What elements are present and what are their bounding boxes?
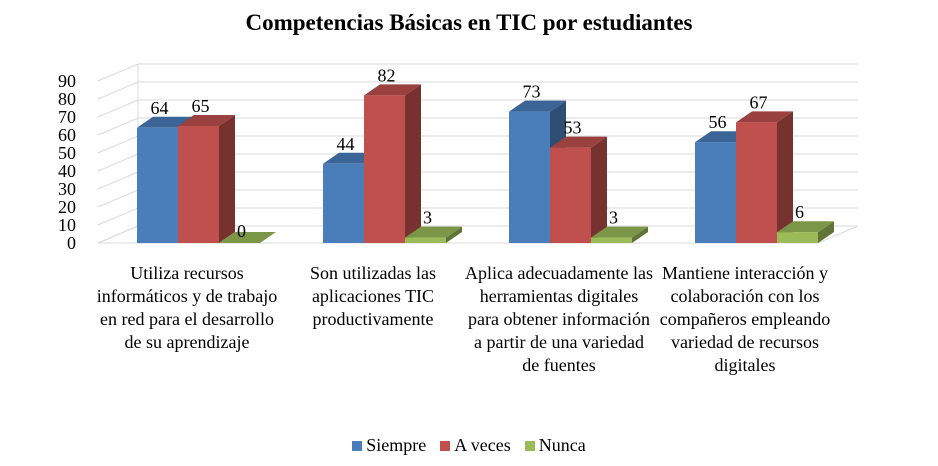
bar (178, 126, 219, 243)
bar-side (591, 136, 607, 243)
bar (550, 147, 591, 243)
legend-item-siempre: Siempre (352, 435, 426, 456)
gridline-side (97, 63, 139, 82)
bar-top (219, 232, 276, 243)
data-label: 44 (337, 134, 355, 154)
gridline-side (97, 207, 139, 226)
bar (777, 232, 818, 243)
data-label: 64 (151, 98, 169, 118)
data-label: 82 (378, 65, 396, 85)
gridline-side (97, 171, 139, 190)
data-label: 53 (564, 118, 582, 138)
bar-side (777, 111, 793, 244)
y-tick-label: 30 (58, 179, 76, 199)
data-label: 73 (523, 82, 541, 102)
y-tick-label: 10 (58, 215, 76, 235)
bar-top (550, 136, 607, 148)
legend-swatch-a-veces (440, 440, 451, 451)
chart-title: Competencias Básicas en TIC por estudian… (245, 10, 693, 35)
data-label: 3 (609, 208, 618, 228)
bar-top (777, 221, 834, 233)
y-tick-label: 0 (67, 233, 76, 253)
bar-top (405, 226, 462, 238)
bar (405, 237, 446, 243)
legend-label-a-veces: A veces (454, 435, 511, 455)
bar (364, 95, 405, 244)
bar (137, 127, 178, 243)
category-label-1: Utiliza recursos informáticos y de traba… (96, 263, 278, 352)
bar-side (818, 221, 834, 243)
gridline-side (97, 225, 139, 244)
y-tick-label: 90 (58, 71, 76, 91)
legend-swatch-siempre (352, 440, 363, 451)
bar-side (405, 84, 421, 244)
y-tick-label: 60 (58, 125, 76, 145)
data-label: 0 (237, 221, 246, 241)
bar (591, 237, 632, 243)
data-label: 56 (709, 112, 727, 132)
data-label: 6 (795, 202, 804, 222)
y-tick-label: 40 (58, 161, 76, 181)
bar-top (178, 115, 235, 126)
gridline-side (97, 81, 139, 100)
bar-side (219, 115, 235, 243)
bar (509, 111, 550, 243)
data-label: 65 (192, 96, 210, 116)
gridline-side (97, 153, 139, 172)
bar-side (632, 226, 648, 243)
bar-side (446, 226, 462, 243)
category-label-3: Aplica adecuadamente las herramientas di… (465, 263, 653, 375)
category-label-4: Mantiene interacción y colaboración con … (659, 263, 831, 375)
bar-top (364, 84, 421, 96)
legend-item-a-veces: A veces (440, 435, 511, 456)
gridline-side (97, 99, 139, 118)
legend-swatch-nunca (524, 440, 535, 451)
data-label: 3 (423, 208, 432, 228)
y-tick-label: 80 (58, 89, 76, 109)
legend-label-siempre: Siempre (366, 435, 427, 455)
legend: Siempre A veces Nunca (0, 435, 938, 456)
y-tick-label: 70 (58, 107, 76, 127)
bar (695, 142, 736, 243)
legend-label-nunca: Nunca (538, 435, 586, 455)
legend-item-nunca: Nunca (524, 435, 586, 456)
bar (323, 163, 364, 243)
bar (736, 122, 777, 243)
gridline-side (97, 189, 139, 208)
gridline-side (97, 135, 139, 154)
bar-top (509, 100, 566, 112)
data-label: 67 (750, 92, 768, 112)
y-tick-label: 20 (58, 197, 76, 217)
bar-top (591, 226, 648, 238)
y-tick-label: 50 (58, 143, 76, 163)
bar-top (736, 111, 793, 123)
gridline-side (97, 117, 139, 136)
category-label-2: Son utilizadas las aplicaciones TIC prod… (310, 263, 436, 329)
